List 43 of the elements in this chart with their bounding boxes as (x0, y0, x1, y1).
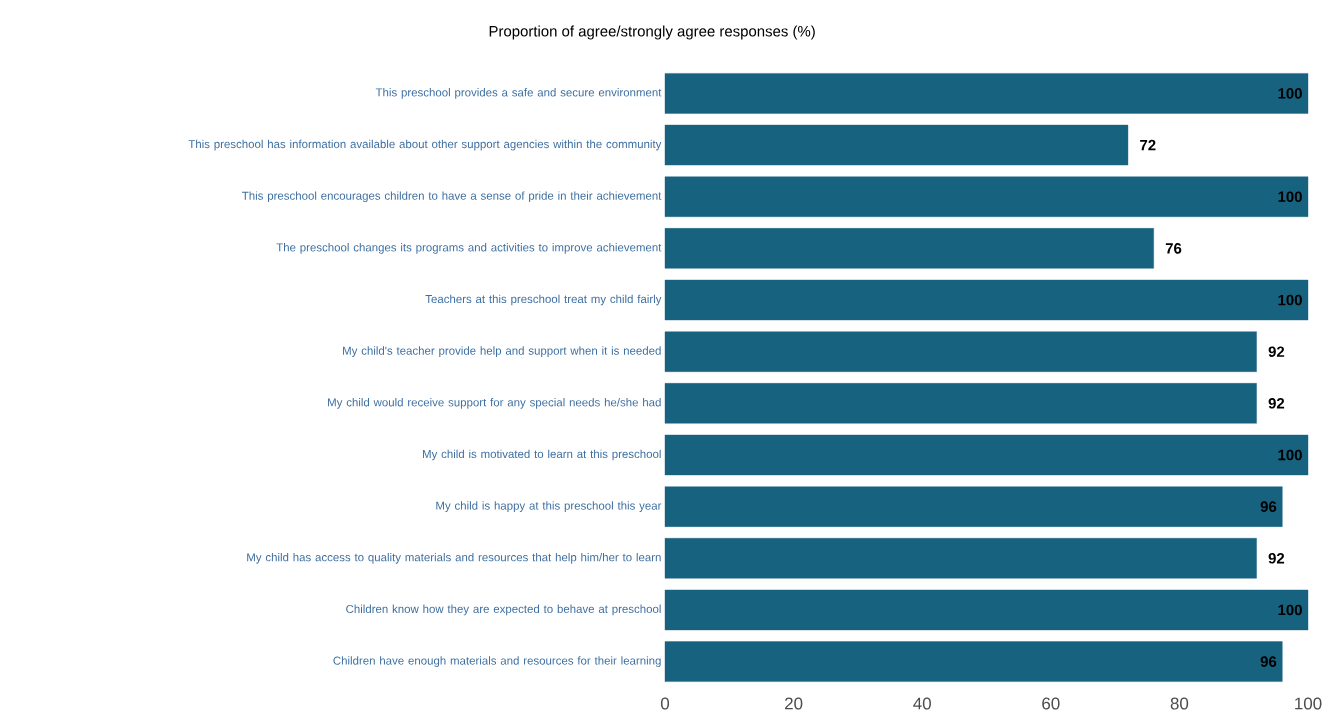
y-tick-label: My child has access to quality materials and resources that help him/her to learn (247, 552, 661, 564)
y-tick-label: My child is motivated to learn at this preschool (422, 449, 661, 461)
y-tick-label: Children have enough materials and resources for their learning (333, 656, 661, 667)
bar (664, 538, 1257, 579)
data-label: 76 (1165, 243, 1182, 254)
y-tick-label: This preschool provides a safe and secure environment (375, 88, 662, 99)
x-tick-label: 0 (660, 697, 670, 710)
x-tick-label: 40 (913, 697, 931, 710)
y-tick-label: My child is happy at this preschool this year (436, 501, 662, 512)
bar (664, 228, 1154, 269)
bar (664, 589, 1309, 631)
data-label: 92 (1268, 553, 1285, 564)
x-tick-label: 60 (1042, 697, 1060, 710)
bar (664, 124, 1129, 166)
bar (664, 331, 1257, 372)
data-label: 100 (1278, 191, 1302, 202)
data-label: 96 (1260, 656, 1277, 667)
y-tick-label: The preschool changes its programs and activities to improve achievement (276, 243, 662, 254)
bar (664, 486, 1283, 527)
data-label: 92 (1268, 398, 1285, 409)
data-label: 72 (1140, 139, 1156, 151)
data-label: 100 (1278, 449, 1302, 461)
bar (664, 176, 1309, 217)
data-label: 100 (1278, 294, 1302, 306)
bar (664, 383, 1257, 424)
y-tick-label: My child's teacher provide help and support when it is needed (343, 346, 661, 358)
bar (664, 73, 1309, 114)
x-tick-label: 80 (1170, 697, 1189, 710)
x-tick-label: 100 (1295, 697, 1322, 710)
y-tick-label: Children know how they are expected to behave at preschool (346, 604, 661, 616)
bar (664, 279, 1309, 321)
y-tick-label: Teachers at this preschool treat my child fairly (425, 294, 662, 306)
x-tick-label: 20 (785, 697, 803, 710)
data-label: 100 (1278, 604, 1302, 616)
data-label: 96 (1260, 501, 1277, 512)
data-label: 100 (1278, 88, 1302, 99)
y-tick-label: This preschool has information available about other support agencies within the community (188, 139, 662, 151)
bar (664, 434, 1309, 476)
chart-title: Proportion of agree/strongly agree responses (%) (489, 25, 815, 40)
y-tick-label: My child would receive support for any special needs he/she had (328, 398, 661, 409)
data-label: 92 (1268, 346, 1285, 357)
bar (664, 641, 1283, 682)
y-tick-label: This preschool encourages children to have a sense of pride in their achievement (242, 191, 662, 203)
